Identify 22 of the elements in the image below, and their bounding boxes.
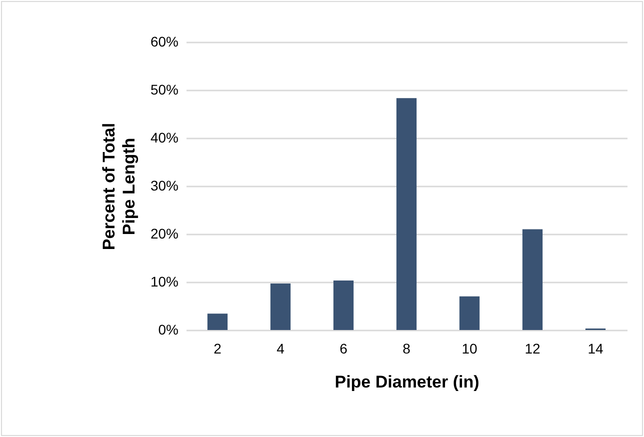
y-tick-label: 10% (150, 274, 178, 290)
y-tick-label: 0% (158, 322, 178, 338)
y-tick-label: 50% (150, 82, 178, 98)
bar (522, 229, 543, 330)
y-tick-label: 40% (150, 130, 178, 146)
y-tick-label: 30% (150, 178, 178, 194)
x-tick-label: 6 (340, 340, 348, 356)
bar (270, 283, 291, 330)
x-tick-label: 14 (588, 340, 604, 356)
bar (459, 296, 480, 330)
bar (333, 280, 354, 330)
y-tick-label: 20% (150, 226, 178, 242)
bar (396, 98, 417, 330)
bar (207, 314, 228, 330)
x-tick-label: 12 (524, 340, 540, 356)
x-tick-label: 4 (276, 340, 285, 356)
x-tick-label: 10 (462, 340, 478, 356)
x-tick-label: 2 (214, 340, 222, 356)
y-axis-title: Percent of Total Pipe Length (99, 122, 138, 250)
x-tick-label: 8 (402, 340, 411, 356)
x-axis-title: Pipe Diameter (in) (334, 372, 480, 392)
y-tick-label: 60% (150, 34, 178, 50)
